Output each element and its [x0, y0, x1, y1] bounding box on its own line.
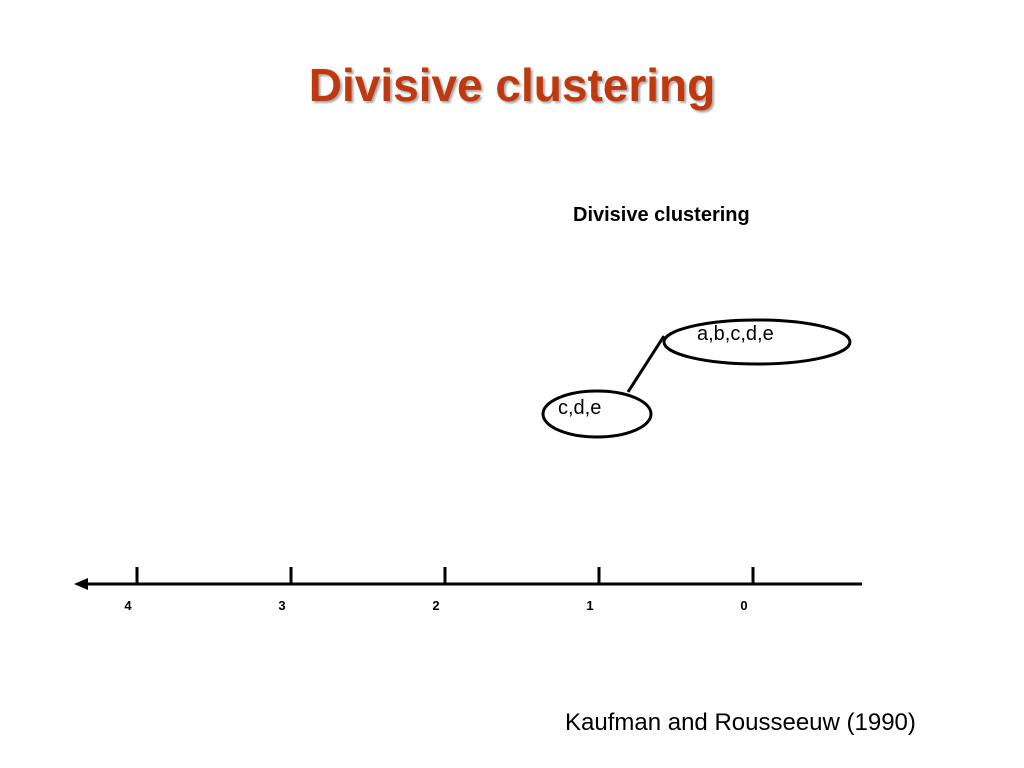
diagram-title: Divisive clustering	[573, 204, 750, 226]
tick-label: 1	[586, 598, 594, 613]
citation: Kaufman and Rousseeuw (1990)	[565, 709, 916, 736]
tick-label: 0	[740, 598, 748, 613]
tick-label: 2	[432, 598, 440, 613]
tick-label: 3	[278, 598, 286, 613]
cluster-connector	[626, 335, 666, 393]
cluster-ellipse-abcde	[662, 318, 852, 366]
cluster-label-cde: c,d,e	[558, 397, 602, 419]
tick-label: 4	[124, 598, 132, 613]
axis-arrowhead-left	[74, 578, 88, 590]
cluster-ellipse-cde	[541, 389, 653, 439]
slide-title: Divisive clustering	[308, 59, 716, 111]
cluster-label-abcde: a,b,c,d,e	[697, 323, 774, 345]
